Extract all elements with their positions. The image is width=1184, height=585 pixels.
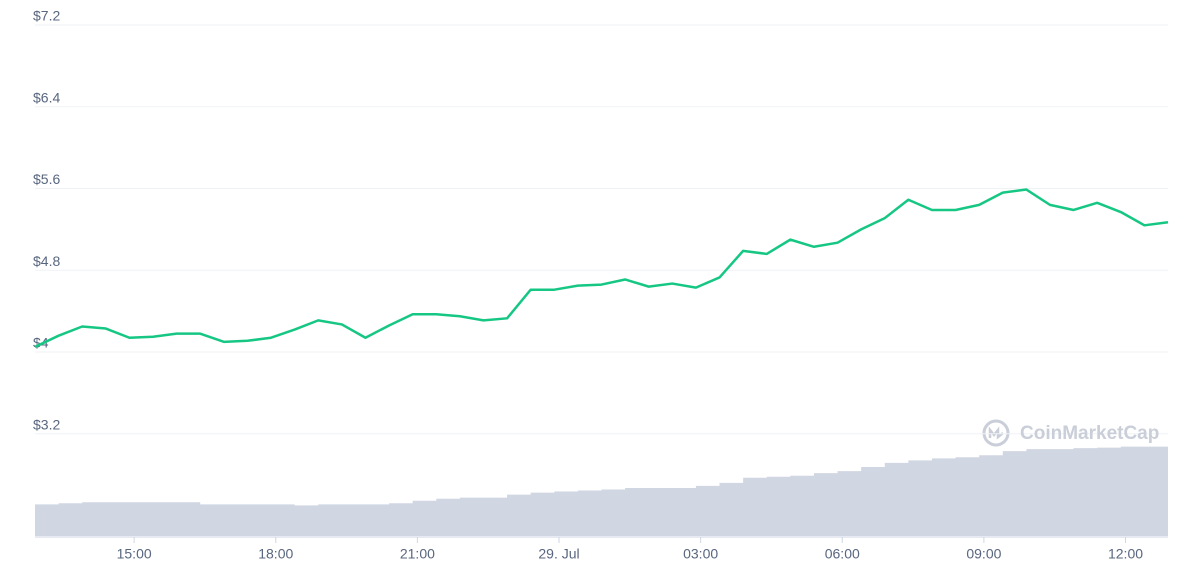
watermark-logo [982,419,1010,447]
y-tick-label: $3.2 [33,417,60,433]
y-tick-label: $5.6 [33,171,60,187]
x-tick-label: 21:00 [400,546,435,562]
x-tick-label: 03:00 [683,546,718,562]
x-tick-label: 15:00 [117,546,152,562]
watermark-text: CoinMarketCap [1020,423,1159,444]
x-tick-label: 12:00 [1108,546,1143,562]
x-tick-label: 09:00 [966,546,1001,562]
y-tick-label: $7.2 [33,8,60,24]
x-tick-label: 18:00 [258,546,293,562]
price-line [34,188,1169,349]
y-tick-label: $6.4 [33,89,60,105]
volume-area [35,443,1168,536]
x-tick-label: 06:00 [825,546,860,562]
y-tick-label: $4.8 [33,253,60,269]
x-tick-label: 29. Jul [538,546,579,562]
